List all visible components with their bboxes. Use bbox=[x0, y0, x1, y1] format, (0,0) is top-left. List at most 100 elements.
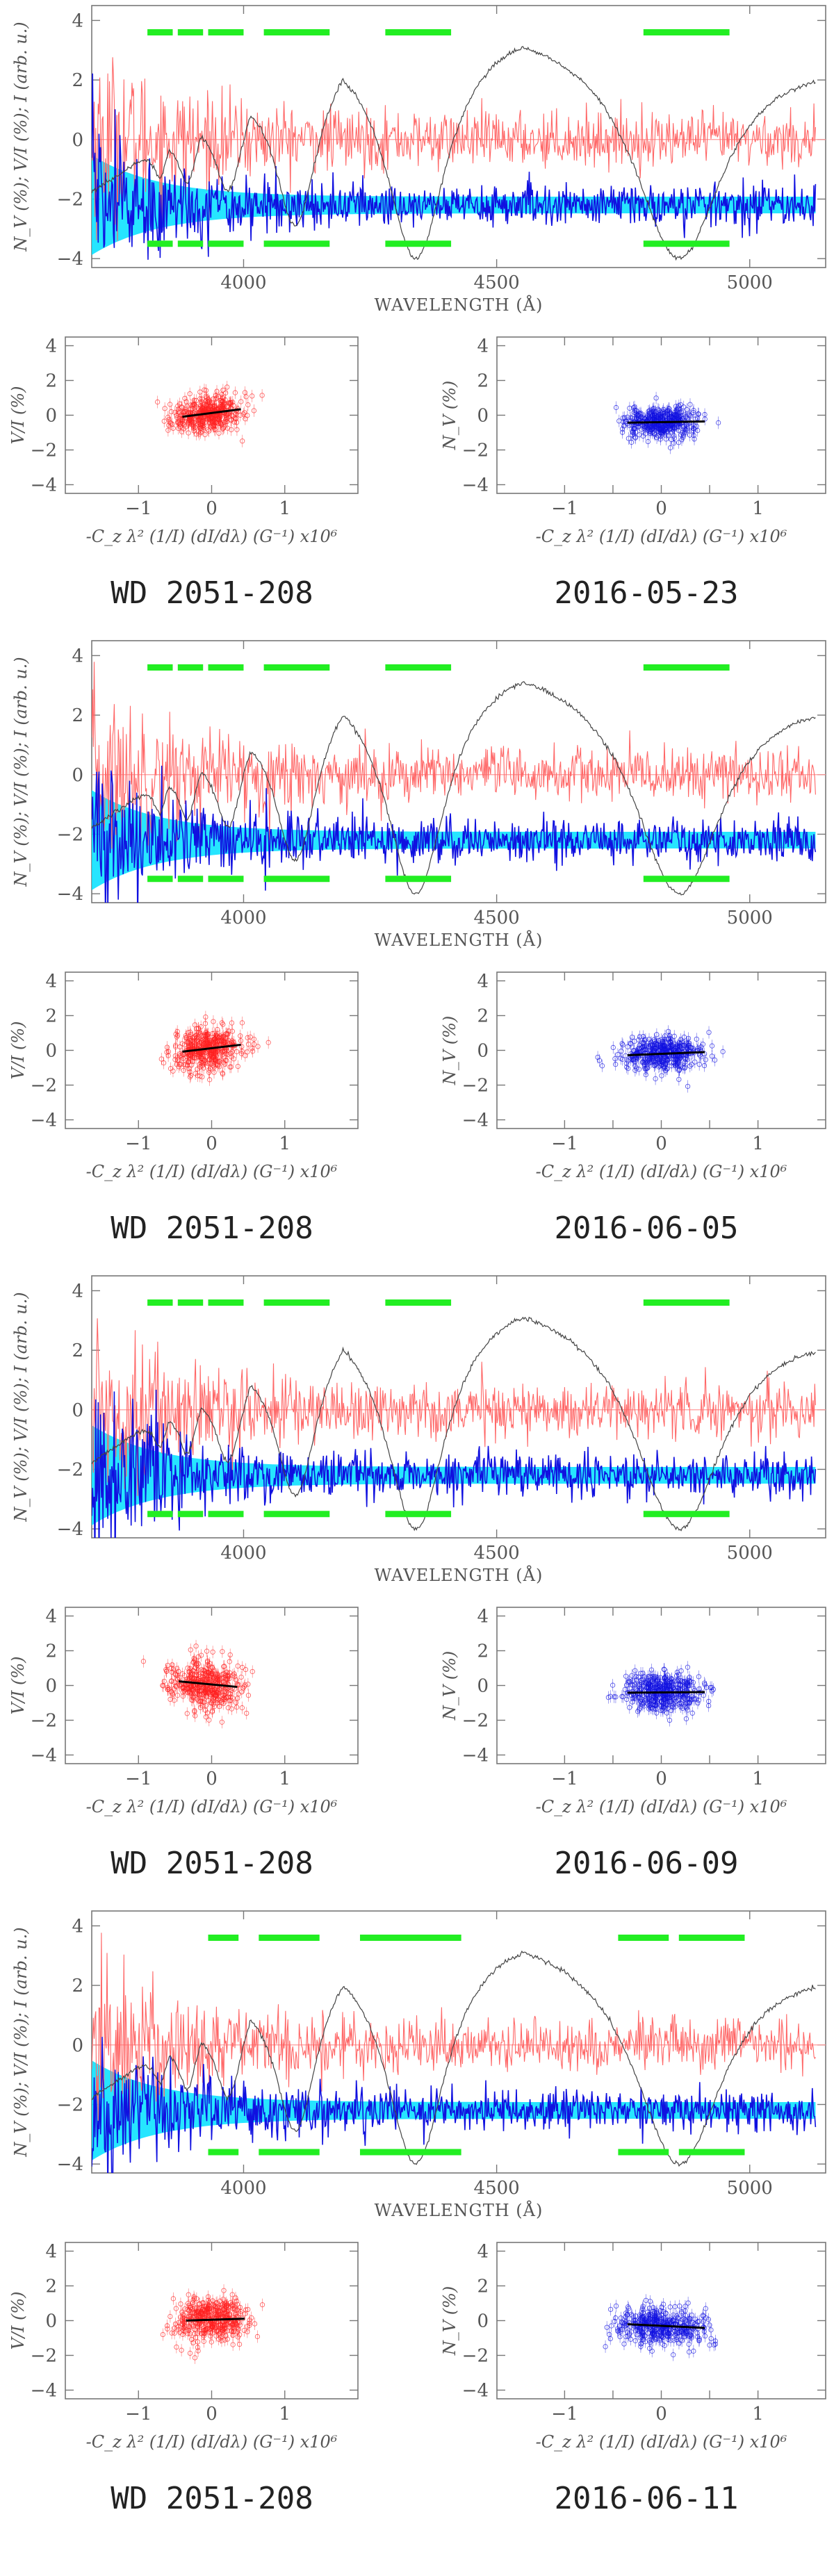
scatter-vi-ytick-label: 2 bbox=[45, 2276, 57, 2297]
scatter-vi-ytick-label: −4 bbox=[31, 2381, 57, 2402]
caption-date: 2016-06-09 bbox=[555, 1846, 739, 1881]
scatter-vi-xtick-label: 1 bbox=[279, 2404, 291, 2425]
spectrum-plot-area bbox=[92, 33, 826, 260]
scatter-nv-ytick-label: −2 bbox=[462, 441, 489, 461]
scatter-nv-xtick-label: −1 bbox=[551, 498, 578, 519]
caption-star: WD 2051-208 bbox=[111, 1846, 313, 1881]
spectrum-y-axis-label: N_V (%); V/I (%); I (arb. u.) bbox=[11, 22, 31, 252]
scatter-vi-ytick-label: −2 bbox=[31, 2346, 57, 2367]
spectrum-xtick-label: 4000 bbox=[220, 2178, 266, 2199]
spectrum-ytick-label: 4 bbox=[72, 10, 83, 31]
scatter-x-axis-label-vi: -C_z λ² (1/I) (dI/dλ) (G⁻¹) x10⁶ bbox=[86, 527, 338, 546]
scatter-vi-ytick-label: 2 bbox=[45, 1641, 57, 1662]
spectrum-y-axis-label: N_V (%); V/I (%); I (arb. u.) bbox=[11, 657, 31, 887]
scatter-y-axis-label-nv: N_V (%) bbox=[440, 1651, 459, 1721]
scatter-vi-ytick-label: 0 bbox=[45, 1041, 57, 1062]
scatter-vi-ytick-label: −2 bbox=[31, 1711, 57, 1732]
spectrum-ytick-label: 2 bbox=[72, 70, 83, 91]
scatter-nv-ytick-label: 0 bbox=[477, 1676, 489, 1697]
fit-line-nv bbox=[628, 1692, 705, 1693]
scatter-vi-ytick-label: −4 bbox=[31, 1746, 57, 1766]
scatter-vi-xtick-label: −1 bbox=[125, 1769, 152, 1789]
scatter-nv-ytick-label: 0 bbox=[477, 406, 489, 427]
scatter-vi-ytick-label: −4 bbox=[31, 1110, 57, 1131]
spectrum-ytick-label: −4 bbox=[57, 249, 83, 270]
null-profile-series bbox=[92, 74, 815, 260]
spectrum-ytick-label: −4 bbox=[57, 1519, 83, 1540]
spectrum-ytick-label: 0 bbox=[72, 765, 83, 786]
scatter-x-axis-label-vi: -C_z λ² (1/I) (dI/dλ) (G⁻¹) x10⁶ bbox=[86, 1162, 338, 1181]
spectrum-xtick-label: 4000 bbox=[220, 272, 266, 293]
spectrum-xtick-label: 4500 bbox=[474, 2178, 520, 2199]
scatter-nv-xtick-label: 0 bbox=[655, 498, 667, 519]
spectrum-ytick-label: −2 bbox=[57, 824, 83, 845]
spectrum-ytick-label: −4 bbox=[57, 884, 83, 905]
scatter-vi-ytick-label: 4 bbox=[45, 971, 57, 992]
scatter-nv-xtick-label: −1 bbox=[551, 1769, 578, 1789]
scatter-y-axis-label-vi: V/I (%) bbox=[8, 1021, 28, 1079]
scatter-nv-ytick-label: 4 bbox=[477, 1607, 489, 1627]
scatter-y-axis-label-nv: N_V (%) bbox=[440, 1016, 459, 1086]
scatter-vi-ytick-label: −2 bbox=[31, 1076, 57, 1097]
spectrum-xtick-label: 4500 bbox=[474, 908, 520, 928]
scatter-vi-ytick-label: −2 bbox=[31, 441, 57, 461]
scatter-nv-ytick-label: 0 bbox=[477, 1041, 489, 1062]
scatter-nv-ytick-label: 2 bbox=[477, 1006, 489, 1027]
scatter-y-axis-label-vi: V/I (%) bbox=[8, 386, 28, 444]
scatter-nv-ytick-label: 4 bbox=[477, 971, 489, 992]
spectrum-frame bbox=[92, 641, 826, 903]
spectrum-x-axis-label: WAVELENGTH (Å) bbox=[375, 295, 543, 315]
scatter-nv-ytick-label: −4 bbox=[462, 475, 489, 496]
spectrum-ytick-label: 4 bbox=[72, 1281, 83, 1302]
spectrum-ytick-label: −2 bbox=[57, 189, 83, 210]
scatter-nv-ytick-label: 2 bbox=[477, 371, 489, 392]
scatter-nv-ytick-label: −2 bbox=[462, 1711, 489, 1732]
v-over-i-series bbox=[92, 662, 815, 848]
scatter-x-axis-label-nv: -C_z λ² (1/I) (dI/dλ) (G⁻¹) x10⁶ bbox=[536, 527, 787, 546]
scatter-vi-ytick-label: 4 bbox=[45, 336, 57, 357]
spectrum-xtick-label: 5000 bbox=[727, 2178, 773, 2199]
spectrum-ytick-label: −2 bbox=[57, 2094, 83, 2115]
spectrum-ytick-label: 0 bbox=[72, 2035, 83, 2056]
scatter-points-vi bbox=[161, 2284, 265, 2364]
scatter-vi-ytick-label: 2 bbox=[45, 371, 57, 392]
spectrum-xtick-label: 4000 bbox=[220, 1543, 266, 1564]
caption-star: WD 2051-208 bbox=[111, 575, 313, 611]
spectrum-xtick-label: 5000 bbox=[727, 1543, 773, 1564]
spectrum-plot-area bbox=[92, 1933, 826, 2204]
scatter-vi-ytick-label: 4 bbox=[45, 2242, 57, 2263]
spectrum-ytick-label: 0 bbox=[72, 130, 83, 151]
scatter-x-axis-label-vi: -C_z λ² (1/I) (dI/dλ) (G⁻¹) x10⁶ bbox=[86, 1797, 338, 1816]
spectrum-ytick-label: 2 bbox=[72, 705, 83, 726]
scatter-nv-xtick-label: 1 bbox=[752, 1133, 764, 1154]
spectrum-ytick-label: −2 bbox=[57, 1459, 83, 1480]
scatter-vi-xtick-label: 0 bbox=[206, 498, 218, 519]
spectrum-ytick-label: −4 bbox=[57, 2154, 83, 2175]
spectrum-ytick-label: 4 bbox=[72, 1916, 83, 1937]
caption-date: 2016-06-05 bbox=[555, 1211, 739, 1246]
scatter-nv-ytick-label: 4 bbox=[477, 336, 489, 357]
spectrum-xtick-label: 4500 bbox=[474, 272, 520, 293]
scatter-vi-xtick-label: 1 bbox=[279, 1133, 291, 1154]
scatter-vi-ytick-label: 0 bbox=[45, 406, 57, 427]
caption-date: 2016-05-23 bbox=[555, 575, 739, 611]
spectrum-x-axis-label: WAVELENGTH (Å) bbox=[375, 2200, 543, 2220]
spectrum-xtick-label: 4500 bbox=[474, 1543, 520, 1564]
scatter-vi-xtick-label: −1 bbox=[125, 2404, 152, 2425]
scatter-nv-xtick-label: −1 bbox=[551, 1133, 578, 1154]
scatter-nv-ytick-label: −4 bbox=[462, 1110, 489, 1131]
scatter-x-axis-label-nv: -C_z λ² (1/I) (dI/dλ) (G⁻¹) x10⁶ bbox=[536, 1797, 787, 1816]
scatter-nv-ytick-label: 2 bbox=[477, 1641, 489, 1662]
scatter-nv-ytick-label: −2 bbox=[462, 1076, 489, 1097]
scatter-vi-xtick-label: −1 bbox=[125, 1133, 152, 1154]
scatter-nv-xtick-label: 1 bbox=[752, 1769, 764, 1789]
fit-line-nv bbox=[628, 421, 705, 423]
